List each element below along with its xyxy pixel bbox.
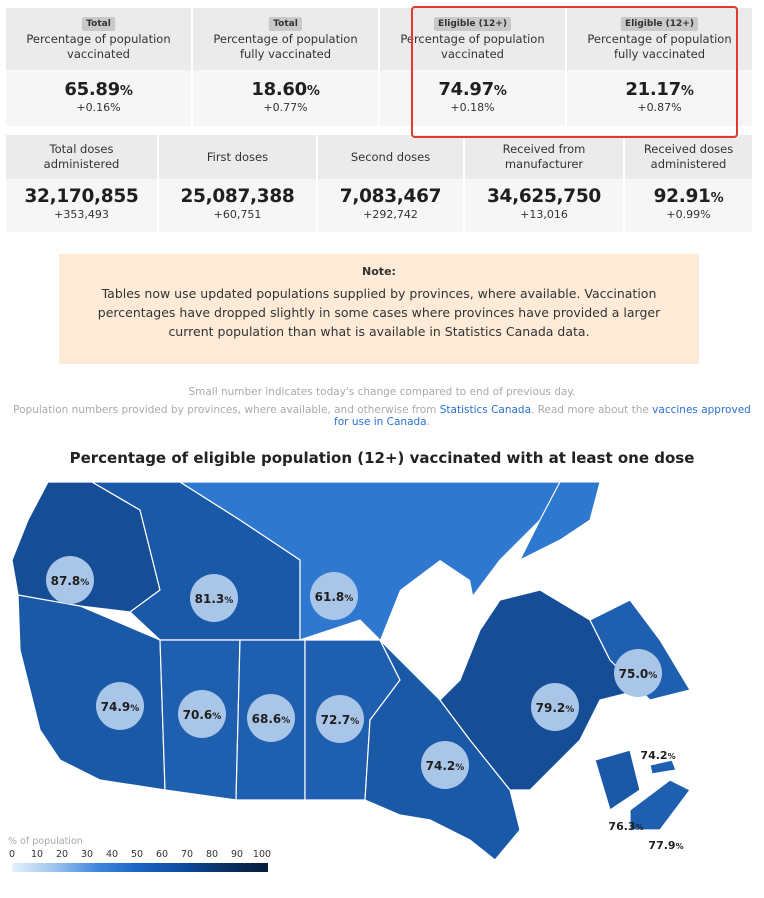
map-label-nova-scotia: 77.9% xyxy=(648,839,683,852)
svg-text:75.0%: 75.0% xyxy=(619,667,658,681)
stat-second-doses: Second doses 7,083,467 +292,742 xyxy=(318,135,463,232)
svg-text:74.2%: 74.2% xyxy=(640,749,675,762)
map-title: Percentage of eligible population (12+) … xyxy=(69,449,695,467)
stat-change: +0.18% xyxy=(450,101,495,114)
stat-label: Second doses xyxy=(350,149,431,164)
badge: Total xyxy=(269,17,302,31)
map-bubble-ontario: 74.2% xyxy=(421,741,469,789)
stat-label: Percentage of population fully vaccinated xyxy=(213,32,358,61)
legend-tick: 20 xyxy=(55,849,69,860)
map-bubble-newfoundland-labrador: 75.0% xyxy=(614,649,662,697)
stat-label: Percentage of population vaccinated xyxy=(26,32,171,61)
stat-total-doses: Total doses administered 32,170,855 +353,… xyxy=(6,135,157,232)
note-text: Tables now use updated populations suppl… xyxy=(97,286,661,339)
legend-tick: 90 xyxy=(230,849,244,860)
map-region-bc[interactable] xyxy=(17,594,166,791)
stat-change: +0.77% xyxy=(263,101,308,114)
svg-text:79.2%: 79.2% xyxy=(536,701,575,715)
note-title: Note: xyxy=(362,265,396,278)
summary-top-row: Total Percentage of population vaccinated… xyxy=(6,8,752,126)
legend-ticks: 0 10 20 30 40 50 60 70 80 90 100 xyxy=(8,849,278,861)
stat-eligible-fully-vaccinated: Eligible (12+) Percentage of population f… xyxy=(567,8,752,126)
legend-tick: 40 xyxy=(105,849,119,860)
badge: Total xyxy=(82,17,115,31)
stat-total-fully-vaccinated: Total Percentage of population fully vacc… xyxy=(193,8,378,126)
stat-total-vaccinated: Total Percentage of population vaccinated… xyxy=(6,8,191,126)
map-bubble-saskatchewan: 68.6% xyxy=(247,694,295,742)
stat-value: 34,625,750 xyxy=(486,186,602,207)
stat-label: Total doses administered xyxy=(43,142,120,171)
svg-text:74.9%: 74.9% xyxy=(101,700,140,714)
stat-value: 74.97% xyxy=(438,79,507,100)
svg-text:76.3%: 76.3% xyxy=(608,820,643,833)
map-bubble-nwt: 81.3% xyxy=(190,574,238,622)
svg-text:68.6%: 68.6% xyxy=(252,712,291,726)
stat-received-doses-administered: Received doses administered 92.91% +0.99% xyxy=(625,135,752,232)
vaccines-approved-link[interactable]: vaccines approved for use in Canada xyxy=(334,404,751,428)
svg-text:74.2%: 74.2% xyxy=(426,759,465,773)
highlight-box xyxy=(411,6,738,138)
stat-first-doses: First doses 25,087,388 +60,751 xyxy=(159,135,316,232)
legend-tick: 100 xyxy=(252,849,272,860)
legend-tick: 50 xyxy=(130,849,144,860)
stat-value: 21.17% xyxy=(625,79,694,100)
stat-eligible-vaccinated: Eligible (12+) Percentage of population v… xyxy=(380,8,565,126)
map-bubble-manitoba: 72.7% xyxy=(316,695,364,743)
legend-tick: 30 xyxy=(80,849,94,860)
stat-change: +0.16% xyxy=(76,101,121,114)
map-bubble-quebec: 79.2% xyxy=(531,683,579,731)
stat-change: +0.87% xyxy=(637,101,682,114)
badge: Eligible (12+) xyxy=(621,17,698,31)
map-region-arctic-islands xyxy=(518,481,601,562)
map-region-nova-scotia[interactable] xyxy=(629,779,691,831)
stat-label: Percentage of population vaccinated xyxy=(400,32,545,61)
svg-text:87.8%: 87.8% xyxy=(51,574,90,588)
map-label-pei: 74.2% xyxy=(640,749,675,762)
stat-value: 32,170,855 xyxy=(24,186,139,207)
stat-value: 7,083,467 xyxy=(339,186,442,207)
legend-tick: 60 xyxy=(155,849,169,860)
svg-text:77.9%: 77.9% xyxy=(648,839,683,852)
legend-color-scale xyxy=(12,863,268,872)
stat-change: +0.99% xyxy=(666,208,711,221)
stat-label: First doses xyxy=(206,149,269,164)
note-box: Note: Tables now use updated populations… xyxy=(59,254,699,364)
stat-change: +13,016 xyxy=(520,208,568,221)
stat-label: Received doses administered xyxy=(643,142,734,171)
stat-value: 92.91% xyxy=(653,186,724,207)
map-region-pei[interactable] xyxy=(649,759,677,775)
stat-label: Received from manufacturer xyxy=(502,142,586,171)
badge: Eligible (12+) xyxy=(434,17,511,31)
svg-text:81.3%: 81.3% xyxy=(195,592,234,606)
svg-text:61.8%: 61.8% xyxy=(315,590,354,604)
legend-tick: 10 xyxy=(30,849,44,860)
stat-label: Percentage of population fully vaccinated xyxy=(587,32,732,61)
statistics-canada-link[interactable]: Statistics Canada xyxy=(439,404,532,416)
population-source: Population numbers provided by provinces… xyxy=(13,404,751,428)
stat-received-from-manufacturer: Received from manufacturer 34,625,750 +13… xyxy=(465,135,623,232)
stat-value: 25,087,388 xyxy=(180,186,295,207)
stat-value: 18.60% xyxy=(251,79,320,100)
change-explainer: Small number indicates today's change co… xyxy=(188,386,576,398)
legend-tick: 70 xyxy=(180,849,194,860)
stat-change: +60,751 xyxy=(213,208,262,221)
map-bubble-bc: 74.9% xyxy=(96,682,144,730)
map-region-new-brunswick[interactable] xyxy=(594,749,641,811)
map-bubble-nunavut: 61.8% xyxy=(310,572,358,620)
map-legend: % of population 0 10 20 30 40 50 60 70 8… xyxy=(8,836,278,872)
stat-change: +292,742 xyxy=(363,208,418,221)
map-bubble-alberta: 70.6% xyxy=(178,690,226,738)
summary-doses-row: Total doses administered 32,170,855 +353,… xyxy=(6,135,752,232)
svg-text:72.7%: 72.7% xyxy=(321,713,360,727)
map-bubble-yukon: 87.8% xyxy=(46,556,94,604)
stat-change: +353,493 xyxy=(54,208,109,221)
stat-value: 65.89% xyxy=(64,79,133,100)
legend-title: % of population xyxy=(8,836,83,847)
legend-tick: 0 xyxy=(8,849,16,860)
svg-text:70.6%: 70.6% xyxy=(183,708,222,722)
map-label-new-brunswick: 76.3% xyxy=(608,820,643,833)
canada-map: 87.8% 81.3% 61.8% 74.9% 70.6% 68.6% 72.7… xyxy=(11,481,691,861)
legend-tick: 80 xyxy=(205,849,219,860)
